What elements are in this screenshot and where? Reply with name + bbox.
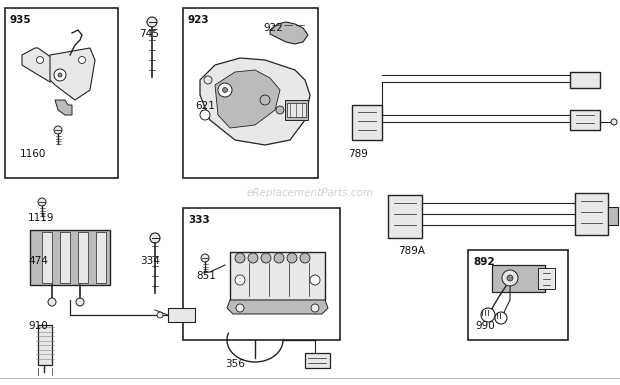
Circle shape [495,312,507,324]
Circle shape [310,275,320,285]
Bar [5,8,118,178]
Polygon shape [200,58,310,145]
Circle shape [235,275,245,285]
Text: 333: 333 [188,215,210,225]
Bar [42,232,52,283]
Circle shape [157,312,163,318]
Polygon shape [215,70,280,128]
Bar [285,100,308,120]
Bar [608,207,618,225]
Circle shape [481,308,495,322]
Polygon shape [22,48,55,82]
Circle shape [200,110,210,120]
Bar [60,232,70,283]
Text: 935: 935 [10,15,32,25]
Text: 1119: 1119 [28,213,55,223]
Bar [78,232,88,283]
Bar [168,308,195,322]
Text: 1160: 1160 [20,149,46,159]
Text: eReplacementParts.com: eReplacementParts.com [246,188,374,198]
Text: 356: 356 [225,359,245,369]
Circle shape [236,304,244,312]
Bar [388,195,422,238]
Circle shape [274,253,284,263]
Circle shape [54,126,62,134]
Circle shape [147,17,157,27]
Bar [38,325,52,365]
Text: 892: 892 [473,257,495,267]
Circle shape [248,253,258,263]
Text: 474: 474 [28,256,48,266]
Text: 334: 334 [140,256,160,266]
Text: 910: 910 [28,321,48,331]
Circle shape [58,73,62,77]
Circle shape [201,254,209,262]
Circle shape [37,57,43,64]
Text: 789A: 789A [398,246,425,256]
Circle shape [48,298,56,306]
Bar [230,252,325,300]
Bar [570,72,600,88]
Circle shape [204,76,212,84]
Text: 851: 851 [196,271,216,281]
Text: 789: 789 [348,149,368,159]
Circle shape [611,119,617,125]
Circle shape [38,198,46,206]
Text: 922: 922 [263,23,283,33]
Bar [570,110,600,130]
Circle shape [150,233,160,243]
Polygon shape [55,100,72,115]
Circle shape [223,87,228,92]
Bar [96,232,106,283]
Circle shape [311,304,319,312]
Circle shape [218,83,232,97]
Circle shape [76,298,84,306]
Bar [352,105,382,140]
Circle shape [235,253,245,263]
Polygon shape [227,300,328,314]
Bar [305,353,330,368]
Bar [468,250,568,340]
Bar [30,230,110,285]
Bar [492,265,545,292]
Bar [575,193,608,235]
Polygon shape [270,22,308,44]
Polygon shape [50,48,95,100]
Text: 990: 990 [475,321,495,331]
Circle shape [260,95,270,105]
Text: 621: 621 [195,101,215,111]
Circle shape [79,57,86,64]
Circle shape [276,106,284,114]
Circle shape [502,270,518,286]
Circle shape [287,253,297,263]
Text: 923: 923 [188,15,210,25]
Bar [183,208,340,340]
Circle shape [507,275,513,281]
Bar [183,8,318,178]
Circle shape [54,69,66,81]
Bar [287,103,306,117]
Bar [538,268,555,289]
Circle shape [300,253,310,263]
Circle shape [261,253,271,263]
Text: 745: 745 [139,29,159,39]
